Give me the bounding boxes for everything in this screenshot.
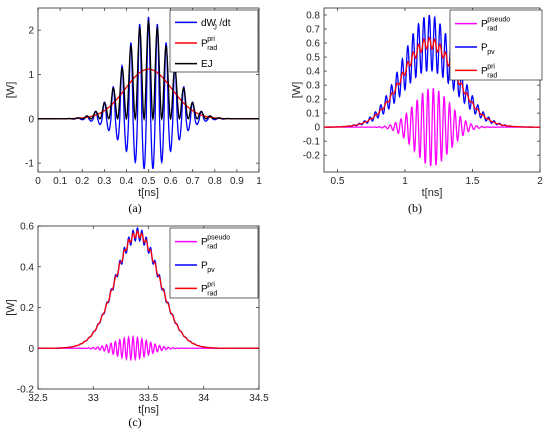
y-tick-label: 0.4 [306, 67, 320, 78]
x-tick-label: 0.8 [208, 176, 222, 187]
y-tick-label: -0.2 [17, 385, 35, 396]
legend-main: P [481, 66, 488, 77]
legend-main: P [201, 261, 208, 272]
legend-superscript: pri [207, 281, 215, 288]
y-tick-label: 0.6 [20, 222, 34, 233]
legend-subscript: pv [487, 49, 495, 56]
x-tick-label: 0.3 [97, 176, 111, 187]
x-tick-label: 1 [256, 176, 262, 187]
legend-subscript: rad [487, 72, 497, 79]
series-line-3 [38, 230, 259, 349]
legend-subscript: rad [207, 290, 217, 297]
legend-tail: /dt [219, 18, 230, 29]
y-tick-label: 0.2 [20, 303, 34, 314]
x-tick-label: 33 [88, 393, 100, 404]
series-line-3 [38, 18, 259, 122]
legend-subscript: pv [207, 267, 215, 274]
legend-entry: dW [201, 18, 217, 29]
x-tick-label: 32.5 [28, 393, 48, 404]
y-tick-label: 0.3 [306, 81, 320, 92]
panel-label: (b) [408, 201, 422, 215]
y-tick-label: 0 [314, 123, 320, 134]
legend-box [449, 9, 543, 81]
x-axis-label: t[ns] [138, 187, 159, 199]
legend-box [169, 227, 259, 299]
y-axis-label: [W] [291, 82, 303, 99]
y-tick-label: -0.1 [303, 137, 321, 148]
legend-entry: P [481, 43, 488, 54]
y-tick-label: 0.1 [306, 109, 320, 120]
legend-subscript: rad [207, 244, 217, 251]
series-group [38, 226, 259, 362]
y-tick-label: 0.5 [306, 53, 320, 64]
legend-main: P [201, 284, 208, 295]
x-tick-label: 0.2 [75, 176, 89, 187]
y-tick-label: 0.6 [306, 39, 320, 50]
y-axis-label: [W] [5, 299, 17, 316]
legend-entry: EJ [201, 59, 213, 70]
x-axis-label: t[ns] [138, 404, 159, 416]
legend-entry: P [481, 19, 488, 30]
series-group [38, 16, 259, 170]
panel-label: (a) [128, 201, 141, 215]
legend-entry: P [201, 237, 208, 248]
x-tick-label: 34.5 [249, 393, 269, 404]
x-tick-label: 0.7 [186, 176, 200, 187]
legend-entry: P [481, 66, 488, 77]
legend-box [169, 9, 259, 73]
legend-entry: P [201, 284, 208, 295]
x-tick-label: 2 [537, 176, 543, 187]
y-axis-label: [W] [5, 82, 17, 99]
x-tick-label: 0.1 [53, 176, 67, 187]
y-tick-label: 0.2 [306, 95, 320, 106]
legend-subscript: rad [207, 45, 217, 52]
legend-entry: P [201, 261, 208, 272]
legend-main: P [481, 19, 488, 30]
x-tick-label: 0.9 [230, 176, 244, 187]
y-tick-label: 2 [28, 26, 34, 37]
legend-main: dW [201, 18, 217, 29]
legend-subscript: J [213, 24, 217, 31]
legend-main: P [481, 43, 488, 54]
legend-superscript: pseudo [487, 17, 510, 24]
x-tick-label: 33.5 [139, 393, 159, 404]
legend-main: P [201, 237, 208, 248]
chart-panel-1: 0 0.1 0.2 0.3 0.4 0.5 0.6 0.7 0.8 0.9 1-1012t[ns][… [5, 7, 262, 215]
x-tick-label: 0.6 [164, 176, 178, 187]
legend-superscript: pri [487, 63, 495, 70]
y-tick-label: 0.7 [306, 25, 320, 36]
chart-panel-3: 32.5 33 33.5 34 34.5 -0.2 0 0.2 0.4 0.6 t[ns] [W] P p… [5, 222, 269, 430]
series-group [324, 14, 540, 167]
x-tick-label: 1.5 [466, 176, 480, 187]
chart-panel-2: 0.5 1 1.5 2 -0.2 -0.1 0 0.1 0.2 0.3 0.4 0.5 0.6 0.7 0.… [291, 7, 543, 215]
x-tick-label: 0.5 [331, 176, 345, 187]
x-tick-label: 0.4 [119, 176, 133, 187]
x-tick-label: 1 [402, 176, 408, 187]
y-tick-label: -0.2 [303, 151, 321, 162]
y-tick-label: 0.8 [306, 11, 320, 22]
y-tick-label: 0 [28, 114, 34, 125]
legend: dWJ/dt P pri rad EJ [169, 9, 259, 73]
y-tick-label: 0.4 [20, 262, 34, 273]
legend-subscript: rad [487, 26, 497, 33]
series-line-1 [324, 88, 540, 167]
legend-superscript: pri [207, 36, 215, 43]
panel-label: (c) [128, 415, 141, 429]
x-axis-label: t[ns] [422, 187, 443, 199]
series-line-3 [324, 36, 540, 128]
legend-main: P [201, 39, 208, 50]
x-tick-label: 0.5 [142, 176, 156, 187]
y-tick-label: -1 [25, 159, 34, 170]
x-tick-label: 0 [35, 176, 41, 187]
legend-entry: P [201, 39, 208, 50]
y-tick-label: 1 [28, 70, 34, 81]
legend-main: EJ [201, 59, 213, 70]
legend-superscript: pseudo [207, 235, 230, 242]
x-tick-label: 34 [198, 393, 210, 404]
y-tick-label: 0 [28, 344, 34, 355]
